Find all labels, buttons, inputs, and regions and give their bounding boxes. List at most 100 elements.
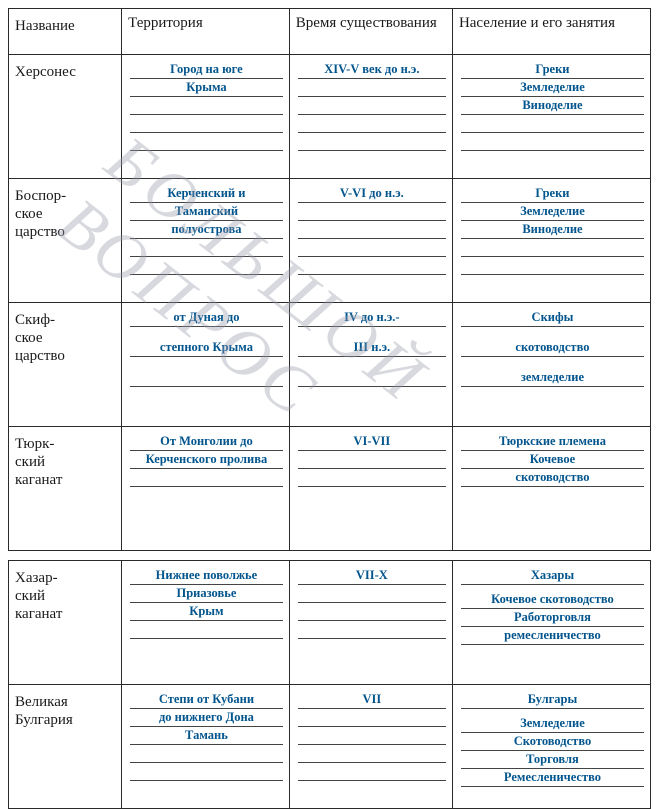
time-line: XIV-V век до н.э. [298, 61, 446, 79]
header-population: Население и его занятия [452, 9, 650, 55]
population-line: Кочевое скотоводство [461, 591, 644, 609]
population-cell: Скифы скотоводство земледелие [452, 303, 650, 427]
table-row [9, 551, 651, 561]
population-line: Греки [461, 185, 644, 203]
table-row: Хазар-скийкаганатНижнее поволжьеПриазовь… [9, 561, 651, 685]
territory-line: Приазовье [130, 585, 283, 603]
population-line: Кочевое [461, 451, 644, 469]
population-line [461, 115, 644, 133]
territory-line [130, 115, 283, 133]
table-row: Скиф-скоецарство от Дуная до степного Крым… [9, 303, 651, 427]
table-row: Херсонес Город на югеКрыма XIV-V век до н.… [9, 55, 651, 179]
time-line [298, 369, 446, 387]
population-line: земледелие [461, 369, 644, 387]
time-line: V-VI до н.э. [298, 185, 446, 203]
population-line: скотоводство [461, 339, 644, 357]
time-line [298, 133, 446, 151]
state-name: Хазар-скийкаганат [9, 561, 122, 685]
population-line [461, 239, 644, 257]
time-line [298, 257, 446, 275]
population-line: Работорговля [461, 609, 644, 627]
population-line: Хазары [461, 567, 644, 585]
state-name: Скиф-скоецарство [9, 303, 122, 427]
territory-line: Нижнее поволжье [130, 567, 283, 585]
state-name: Тюрк-скийкаганат [9, 427, 122, 551]
territory-cell: Нижнее поволжьеПриазовьеКрым [122, 561, 290, 685]
territory-line [130, 239, 283, 257]
time-line [298, 469, 446, 487]
time-cell: V-VI до н.э. [289, 179, 452, 303]
gap-cell [9, 551, 651, 561]
time-cell: VI-VII [289, 427, 452, 551]
territory-line: От Монголии до [130, 433, 283, 451]
time-line [298, 79, 446, 97]
time-line [298, 585, 446, 603]
territory-line: степного Крыма [130, 339, 283, 357]
territory-line [130, 257, 283, 275]
territory-cell: Степи от Кубанидо нижнего ДонаТамань [122, 685, 290, 809]
time-line [298, 221, 446, 239]
population-line: Скифы [461, 309, 644, 327]
population-cell: Булгары ЗемледелиеСкотоводствоТорговляРем… [452, 685, 650, 809]
territory-line [130, 133, 283, 151]
territory-line: Крым [130, 603, 283, 621]
header-time: Время существования [289, 9, 452, 55]
population-line: Земледелие [461, 715, 644, 733]
territory-line: от Дуная до [130, 309, 283, 327]
population-line: Земледелие [461, 203, 644, 221]
population-line: Булгары [461, 691, 644, 709]
time-line [298, 603, 446, 621]
population-line: скотоводство [461, 469, 644, 487]
population-line: Ремесленичество [461, 769, 644, 787]
state-name: ВеликаяБулгария [9, 685, 122, 809]
population-cell: ГрекиЗемледелиеВиноделие [452, 55, 650, 179]
population-cell: Хазары Кочевое скотоводствоРаботорговляре… [452, 561, 650, 685]
territory-line [130, 469, 283, 487]
territory-line [130, 763, 283, 781]
header-row: Название Территория Время существования … [9, 9, 651, 55]
population-line: Греки [461, 61, 644, 79]
territory-line [130, 97, 283, 115]
population-line [461, 133, 644, 151]
table-row: Боспор-скоецарствоКерченский иТаманскийп… [9, 179, 651, 303]
population-line: Скотоводство [461, 733, 644, 751]
territory-line: Тамань [130, 727, 283, 745]
time-line: VII [298, 691, 446, 709]
population-line: Виноделие [461, 221, 644, 239]
population-cell: ГрекиЗемледелиеВиноделие [452, 179, 650, 303]
time-line [298, 745, 446, 763]
table-row: ВеликаяБулгарияСтепи от Кубанидо нижнего… [9, 685, 651, 809]
territory-line: Степи от Кубани [130, 691, 283, 709]
territory-line: Город на юге [130, 61, 283, 79]
territory-cell: Керченский иТаманскийполуострова [122, 179, 290, 303]
state-name: Боспор-скоецарство [9, 179, 122, 303]
population-line: Торговля [461, 751, 644, 769]
territory-line: Крыма [130, 79, 283, 97]
territory-line: Керченский и [130, 185, 283, 203]
population-line: ремесленичество [461, 627, 644, 645]
time-cell: VII [289, 685, 452, 809]
time-line [298, 203, 446, 221]
territory-line [130, 369, 283, 387]
time-line [298, 727, 446, 745]
population-line: Земледелие [461, 79, 644, 97]
time-line: III н.э. [298, 339, 446, 357]
territory-line [130, 621, 283, 639]
header-name: Название [9, 9, 122, 55]
time-line: VII-X [298, 567, 446, 585]
header-territory: Территория [122, 9, 290, 55]
time-line [298, 239, 446, 257]
time-line: IV до н.э.- [298, 309, 446, 327]
time-line [298, 709, 446, 727]
population-line [461, 257, 644, 275]
table-row: Тюрк-скийкаганатОт Монголии доКерченског… [9, 427, 651, 551]
time-cell: IV до н.э.- III н.э. [289, 303, 452, 427]
territory-line: Таманский [130, 203, 283, 221]
territory-cell: от Дуная до степного Крыма [122, 303, 290, 427]
territory-line: до нижнего Дона [130, 709, 283, 727]
state-name: Херсонес [9, 55, 122, 179]
history-table: Название Территория Время существования … [8, 8, 651, 809]
population-line: Виноделие [461, 97, 644, 115]
time-line [298, 621, 446, 639]
territory-line [130, 745, 283, 763]
